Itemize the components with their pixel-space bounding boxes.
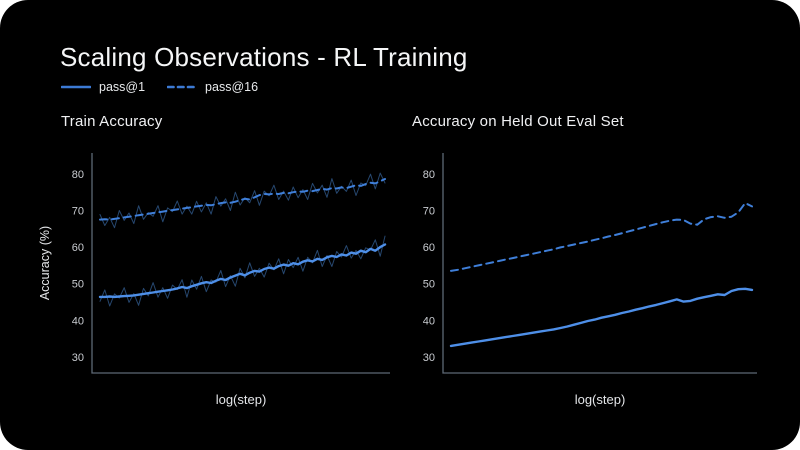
legend-label-pass16: pass@16 bbox=[205, 80, 259, 94]
chart-title-train-accuracy: Train Accuracy bbox=[61, 113, 163, 130]
train-accuracy-chart: 30 40 50 60 70 80 log(step) Accuracy (%) bbox=[38, 153, 390, 407]
eval-accuracy-chart: 30 40 50 60 70 80 log(step) bbox=[423, 153, 757, 407]
y-tick-label: 30 bbox=[72, 352, 84, 364]
legend-label-pass1: pass@1 bbox=[99, 80, 146, 94]
dashed-line-icon bbox=[167, 85, 198, 89]
y-tick-label: 60 bbox=[423, 242, 435, 254]
y-tick-label: 50 bbox=[72, 279, 84, 291]
y-tick-label: 60 bbox=[72, 242, 84, 254]
y-tick-label: 80 bbox=[423, 169, 435, 181]
page-title: Scaling Observations - RL Training bbox=[60, 42, 468, 72]
legend: pass@1 pass@16 bbox=[61, 80, 258, 94]
y-tick-label: 70 bbox=[423, 205, 435, 217]
y-tick-label: 30 bbox=[423, 352, 435, 364]
series-line-pass-1-raw bbox=[99, 235, 386, 307]
x-axis-label: log(step) bbox=[216, 392, 267, 407]
y-tick-label: 70 bbox=[72, 205, 84, 217]
y-tick-label: 40 bbox=[423, 315, 435, 327]
legend-item-pass1: pass@1 bbox=[61, 80, 145, 94]
y-tick-label: 50 bbox=[423, 279, 435, 291]
series-line-pass-1 bbox=[449, 287, 754, 348]
series-line-pass-16 bbox=[99, 178, 386, 221]
y-axis-label: Accuracy (%) bbox=[38, 226, 52, 300]
series-line-pass-16 bbox=[450, 202, 753, 272]
chart-title-held-out-eval: Accuracy on Held Out Eval Set bbox=[412, 113, 624, 130]
axis-spine bbox=[442, 153, 757, 374]
solid-line-icon bbox=[61, 85, 91, 89]
series-line-pass-1 bbox=[98, 243, 387, 299]
y-tick-label: 80 bbox=[72, 169, 84, 181]
legend-item-pass16: pass@16 bbox=[167, 80, 258, 94]
x-axis-label: log(step) bbox=[575, 392, 626, 407]
y-tick-label: 40 bbox=[72, 315, 84, 327]
axis-spine bbox=[91, 153, 390, 374]
